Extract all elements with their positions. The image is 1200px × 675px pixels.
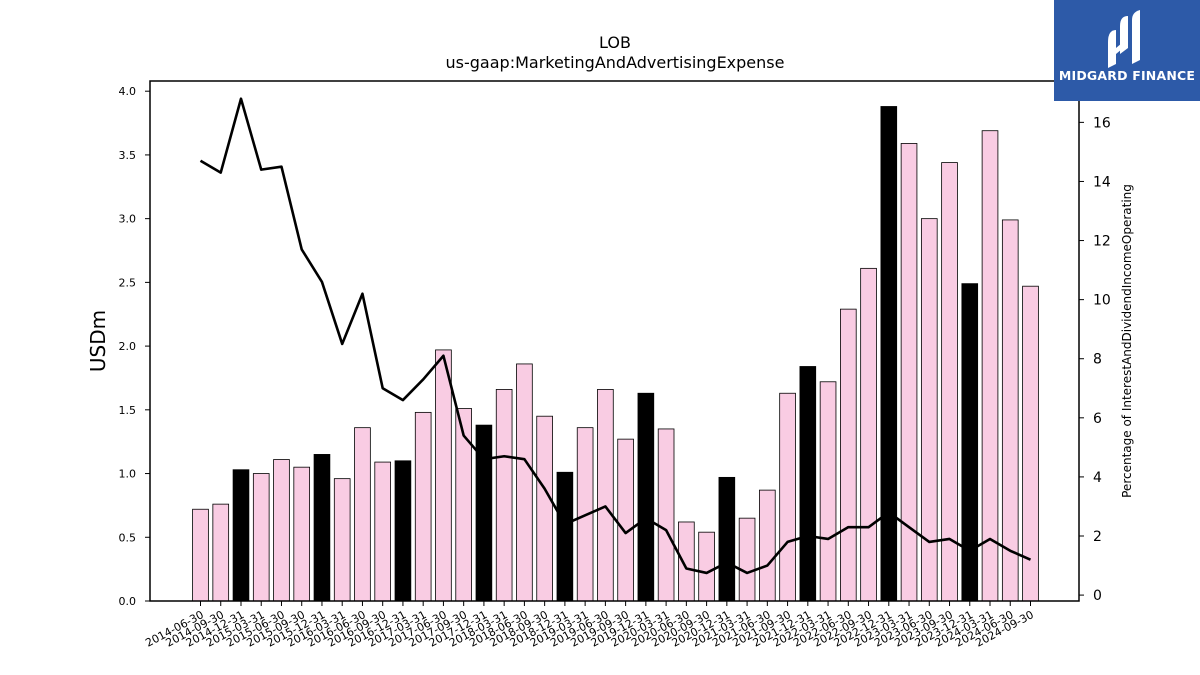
bar-2022-09-30 xyxy=(860,267,877,602)
y-tick-label: 4.0 xyxy=(119,85,137,98)
chart-title: LOB xyxy=(599,33,631,52)
bar-2021-12-31 xyxy=(799,366,817,602)
bar-2020-06-30 xyxy=(678,521,695,602)
chart-subtitle: us-gaap:MarketingAndAdvertisingExpense xyxy=(446,53,785,72)
bar-2018-12-31 xyxy=(556,471,574,602)
bar-2019-06-30 xyxy=(597,389,614,602)
bar-2017-03-31 xyxy=(414,411,432,602)
y-axis-left: 0.0 0.5 1.0 1.5 2.0 2.5 3.0 3.5 4.0 xyxy=(119,85,150,608)
bar-2014-12-31 xyxy=(232,469,250,602)
y-axis-label-right: Percentage of InterestAndDividendIncomeO… xyxy=(1120,184,1134,498)
bar-2021-06-30 xyxy=(759,489,776,602)
bar-2015-12-31 xyxy=(313,454,331,602)
y2-tick-label: 10 xyxy=(1093,293,1111,309)
bar-2020-03-31 xyxy=(657,428,675,602)
y-tick-label: 1.0 xyxy=(119,468,137,481)
y2-tick-label: 16 xyxy=(1093,115,1111,131)
bar-2016-12-31 xyxy=(394,460,412,602)
midgard-finance-logo: MIDGARD FINANCE xyxy=(1054,0,1200,101)
bar-2016-09-30 xyxy=(374,461,391,602)
bars-group xyxy=(192,106,1039,602)
bar-2024-03-31 xyxy=(981,130,999,602)
bar-2022-06-30 xyxy=(840,308,857,602)
y-tick-label: 3.5 xyxy=(119,149,137,162)
bar-2021-03-31 xyxy=(738,517,756,602)
bar-2015-06-30 xyxy=(273,459,290,602)
y-tick-label: 2.0 xyxy=(119,340,137,353)
bar-2020-09-30 xyxy=(698,531,715,602)
y2-tick-label: 6 xyxy=(1093,411,1102,427)
bar-2016-03-31 xyxy=(333,478,351,602)
bar-2021-09-30 xyxy=(779,392,796,602)
line-layer xyxy=(199,97,1032,575)
bar-2022-03-31 xyxy=(819,381,837,602)
bar-2023-09-30 xyxy=(941,162,958,602)
bar-2014-09-30 xyxy=(212,503,230,602)
bar-2023-06-30 xyxy=(920,218,938,602)
logo-mark-icon xyxy=(1108,10,1140,68)
y2-tick-label: 8 xyxy=(1093,352,1102,368)
y-axis-label-left: USDm xyxy=(86,310,110,372)
bar-2019-09-30 xyxy=(617,438,634,602)
bar-2020-12-31 xyxy=(718,476,736,602)
bar-2015-03-31 xyxy=(252,473,270,602)
bar-2017-06-30 xyxy=(435,349,452,602)
y-tick-label: 2.5 xyxy=(119,276,137,289)
y2-tick-label: 2 xyxy=(1093,529,1102,545)
y-tick-label: 0.5 xyxy=(119,531,137,544)
y2-tick-label: 4 xyxy=(1093,470,1102,486)
bar-2019-12-31 xyxy=(637,392,655,602)
y-axis-right: 0 2 4 6 8 10 12 14 16 xyxy=(1079,115,1111,604)
bar-2014-06-30 xyxy=(192,508,209,602)
x-axis: 2014-06-302014-09-302014-12-312015-03-31… xyxy=(143,601,1036,650)
bar-2018-06-30 xyxy=(516,363,533,602)
plot-frame xyxy=(149,80,1080,602)
bar-2015-09-30 xyxy=(293,466,311,602)
bar-2016-06-30 xyxy=(354,427,371,602)
y-tick-label: 1.5 xyxy=(119,404,137,417)
y-tick-label: 0.0 xyxy=(119,595,137,608)
bar-2018-03-31 xyxy=(495,389,513,602)
bar-2024-09-30 xyxy=(1022,285,1039,602)
series-line xyxy=(199,97,1032,575)
bar-2022-12-31 xyxy=(880,106,898,602)
bar-2024-06-30 xyxy=(1001,219,1019,602)
y2-tick-label: 14 xyxy=(1093,174,1111,190)
y2-tick-label: 12 xyxy=(1093,234,1111,250)
bar-2018-09-30 xyxy=(536,415,553,602)
bar-2023-12-31 xyxy=(961,283,979,602)
y2-tick-label: 0 xyxy=(1093,588,1102,604)
logo-text: MIDGARD FINANCE xyxy=(1058,68,1196,83)
y-tick-label: 3.0 xyxy=(119,213,137,226)
